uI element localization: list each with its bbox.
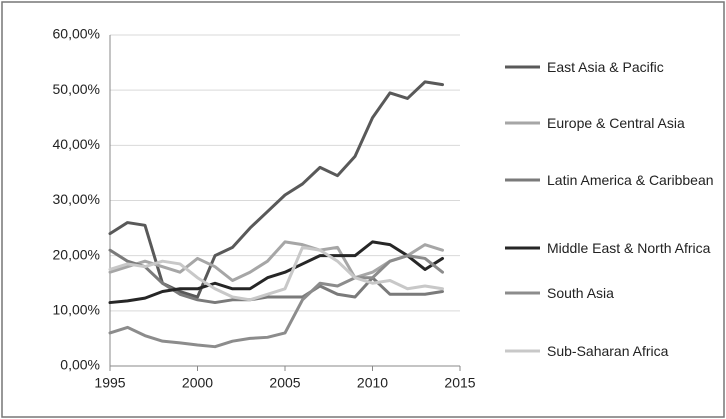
y-tick-label: 0,00% bbox=[60, 357, 100, 373]
legend-label: Latin America & Caribbean bbox=[547, 172, 714, 188]
x-tick-label: 2005 bbox=[269, 375, 300, 391]
x-tick-label: 1995 bbox=[94, 375, 125, 391]
y-tick-label: 40,00% bbox=[53, 136, 100, 152]
y-tick-label: 50,00% bbox=[53, 81, 100, 97]
y-tick-label: 10,00% bbox=[53, 302, 100, 318]
legend-label: South Asia bbox=[547, 285, 614, 301]
x-tick-label: 2010 bbox=[357, 375, 388, 391]
data-line bbox=[108, 248, 444, 305]
legend-label: East Asia & Pacific bbox=[547, 59, 664, 75]
legend-label: Middle East & North Africa bbox=[547, 240, 711, 256]
y-tick-label: 20,00% bbox=[53, 246, 100, 262]
legend-label: Europe & Central Asia bbox=[547, 115, 685, 131]
y-tick-label: 30,00% bbox=[53, 191, 100, 207]
x-tick-label: 2000 bbox=[182, 375, 213, 391]
data-line bbox=[108, 254, 444, 349]
data-line bbox=[108, 245, 444, 302]
y-tick-label: 60,00% bbox=[53, 26, 100, 42]
data-line bbox=[108, 240, 444, 305]
x-tick-label: 2015 bbox=[444, 375, 475, 391]
legend-label: Sub-Saharan Africa bbox=[547, 343, 669, 359]
